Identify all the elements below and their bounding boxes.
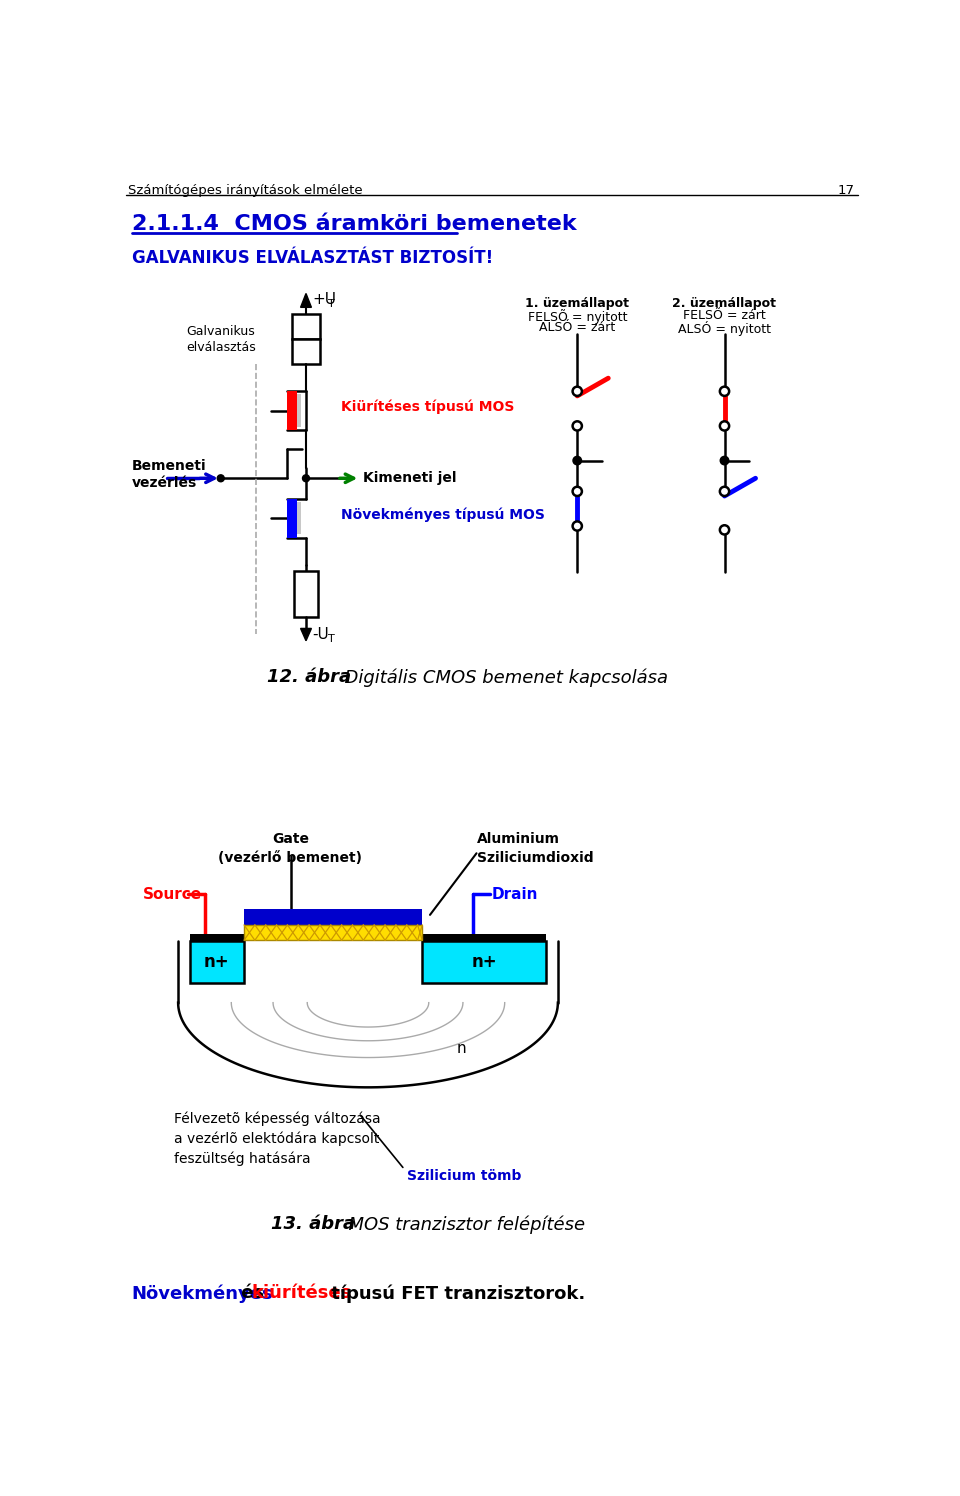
Text: Source: Source bbox=[143, 887, 203, 902]
Text: 12. ábra: 12. ábra bbox=[267, 669, 351, 687]
Text: Növekményes típusú MOS: Növekményes típusú MOS bbox=[341, 507, 544, 522]
Bar bbox=[294, 570, 319, 616]
Bar bbox=[422, 941, 546, 983]
Text: Gate
(vezérlő bemenet): Gate (vezérlő bemenet) bbox=[219, 832, 363, 865]
Circle shape bbox=[720, 456, 729, 465]
Bar bbox=[292, 314, 320, 340]
Text: Bemeneti
vezérlés: Bemeneti vezérlés bbox=[132, 459, 206, 491]
Text: 13. ábra: 13. ábra bbox=[271, 1215, 355, 1233]
Text: n+: n+ bbox=[204, 953, 229, 971]
Text: ALSÓ = zárt: ALSÓ = zárt bbox=[540, 322, 615, 334]
Text: MOS tranzisztor felépítése: MOS tranzisztor felépítése bbox=[337, 1215, 586, 1234]
Text: Szilicium tömb: Szilicium tömb bbox=[407, 1168, 521, 1183]
Circle shape bbox=[720, 422, 730, 431]
Text: kiürítéses: kiürítéses bbox=[252, 1285, 352, 1303]
Text: +U: +U bbox=[312, 292, 336, 307]
Text: Aluminium
Sziliciumdioxid: Aluminium Sziliciumdioxid bbox=[476, 832, 593, 865]
Text: típusú FET tranzisztorok.: típusú FET tranzisztorok. bbox=[325, 1285, 586, 1303]
Text: és: és bbox=[234, 1285, 270, 1303]
Polygon shape bbox=[300, 293, 311, 307]
Bar bbox=[292, 340, 320, 364]
Bar bbox=[244, 925, 422, 941]
Text: 2.1.1.4  CMOS áramköri bemenetek: 2.1.1.4 CMOS áramköri bemenetek bbox=[132, 214, 576, 235]
Text: T: T bbox=[327, 299, 334, 310]
Text: Számítógépes irányítások elmélete: Számítógépes irányítások elmélete bbox=[128, 184, 362, 197]
Bar bbox=[190, 941, 244, 983]
Circle shape bbox=[572, 386, 582, 396]
Text: Galvanikus
elválasztás: Galvanikus elválasztás bbox=[186, 325, 255, 355]
Text: ALSÓ = nyitott: ALSÓ = nyitott bbox=[678, 322, 771, 337]
Circle shape bbox=[720, 386, 730, 396]
Bar bbox=[298, 503, 301, 534]
Text: Növekményes: Növekményes bbox=[132, 1285, 274, 1303]
Bar bbox=[190, 934, 546, 941]
Text: T: T bbox=[327, 634, 334, 645]
Circle shape bbox=[720, 525, 730, 534]
Text: Kiürítéses típusú MOS: Kiürítéses típusú MOS bbox=[341, 399, 515, 414]
Polygon shape bbox=[300, 628, 311, 640]
Text: 17: 17 bbox=[838, 184, 854, 197]
Bar bbox=[244, 910, 422, 925]
Circle shape bbox=[572, 486, 582, 497]
Text: -U: -U bbox=[312, 627, 329, 642]
Text: Félvezetõ képesség változása
a vezérlõ elektódára kapcsolt
feszültség hatására: Félvezetõ képesség változása a vezérlõ e… bbox=[175, 1112, 381, 1167]
Circle shape bbox=[302, 474, 309, 482]
Text: GALVANIKUS ELVÁLASZTÁST BIZTOSÍT!: GALVANIKUS ELVÁLASZTÁST BIZTOSÍT! bbox=[132, 248, 492, 266]
Text: n: n bbox=[456, 1041, 466, 1056]
Circle shape bbox=[572, 522, 582, 531]
Circle shape bbox=[572, 422, 582, 431]
Text: FELSÕ = nyitott: FELSÕ = nyitott bbox=[527, 308, 627, 323]
Text: FELSÕ = zárt: FELSÕ = zárt bbox=[684, 308, 766, 322]
Text: 1. üzemállapot: 1. üzemállapot bbox=[525, 296, 629, 310]
Text: Digitális CMOS bemenet kapcsolása: Digitális CMOS bemenet kapcsolása bbox=[333, 669, 668, 687]
Circle shape bbox=[720, 486, 730, 497]
Text: n+: n+ bbox=[471, 953, 497, 971]
Text: Kimeneti jel: Kimeneti jel bbox=[363, 471, 457, 485]
Bar bbox=[287, 500, 298, 537]
Circle shape bbox=[573, 456, 582, 465]
Text: 2. üzemállapot: 2. üzemállapot bbox=[673, 296, 777, 310]
Circle shape bbox=[217, 474, 225, 482]
Bar bbox=[298, 395, 301, 426]
Text: Drain: Drain bbox=[492, 887, 539, 902]
Bar bbox=[287, 392, 298, 429]
